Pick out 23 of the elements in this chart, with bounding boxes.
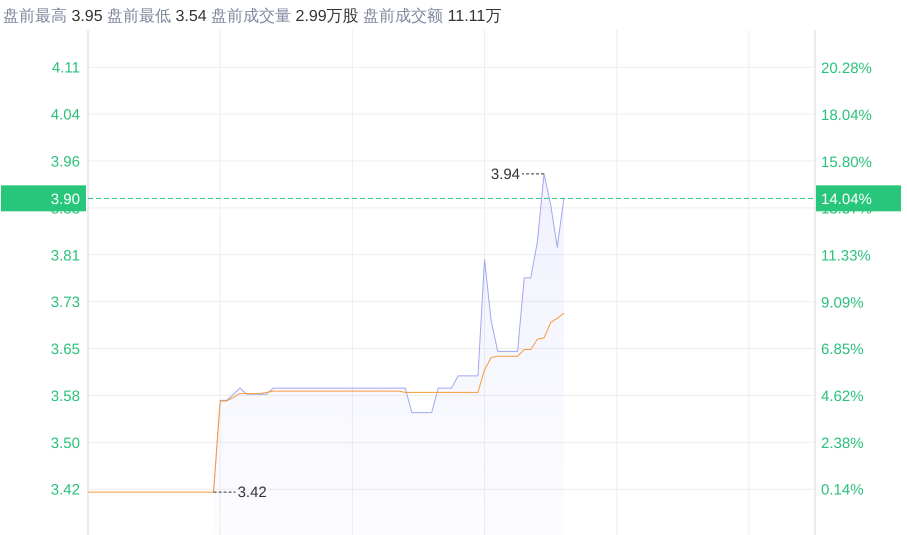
title: 盘前最高 3.95 盘前最低 3.54 盘前成交量 2.99万股 盘前成交额 11.11万 <box>3 8 502 25</box>
annotation: 3.42 <box>238 484 267 502</box>
y-tick-label: 3.81 <box>50 247 80 264</box>
y2-tick-label: 4.62% <box>821 388 864 405</box>
y2-tick-label: 20.28% <box>821 60 872 78</box>
y2-tick-label: 6.85% <box>821 341 864 358</box>
y-tick-label: 3.96 <box>50 153 80 170</box>
y-tick-label: 3.65 <box>50 341 80 358</box>
annotation: 3.94 <box>490 166 520 183</box>
y2-tick-label: 2.38% <box>821 434 864 452</box>
y-tick-label: 4.11 <box>52 60 80 77</box>
y-tick-label: 3.50 <box>50 434 80 452</box>
y2-tick-label: 15.80% <box>821 154 872 171</box>
y2-tick-label: 9.09% <box>821 294 864 312</box>
y-tick-label: 3.58 <box>50 388 80 405</box>
y-tick-label: 4.04 <box>50 106 80 124</box>
text: 14.04% <box>821 190 872 208</box>
ref-line-label: 3.90 <box>50 190 80 208</box>
y-tick-label: 3.73 <box>50 294 80 312</box>
y2-tick-label: 0.14% <box>821 482 864 499</box>
y-tick-label: 3.42 <box>50 482 80 499</box>
y2-tick-label: 18.04% <box>821 107 872 124</box>
y2-tick-label: 11.33% <box>821 247 871 264</box>
